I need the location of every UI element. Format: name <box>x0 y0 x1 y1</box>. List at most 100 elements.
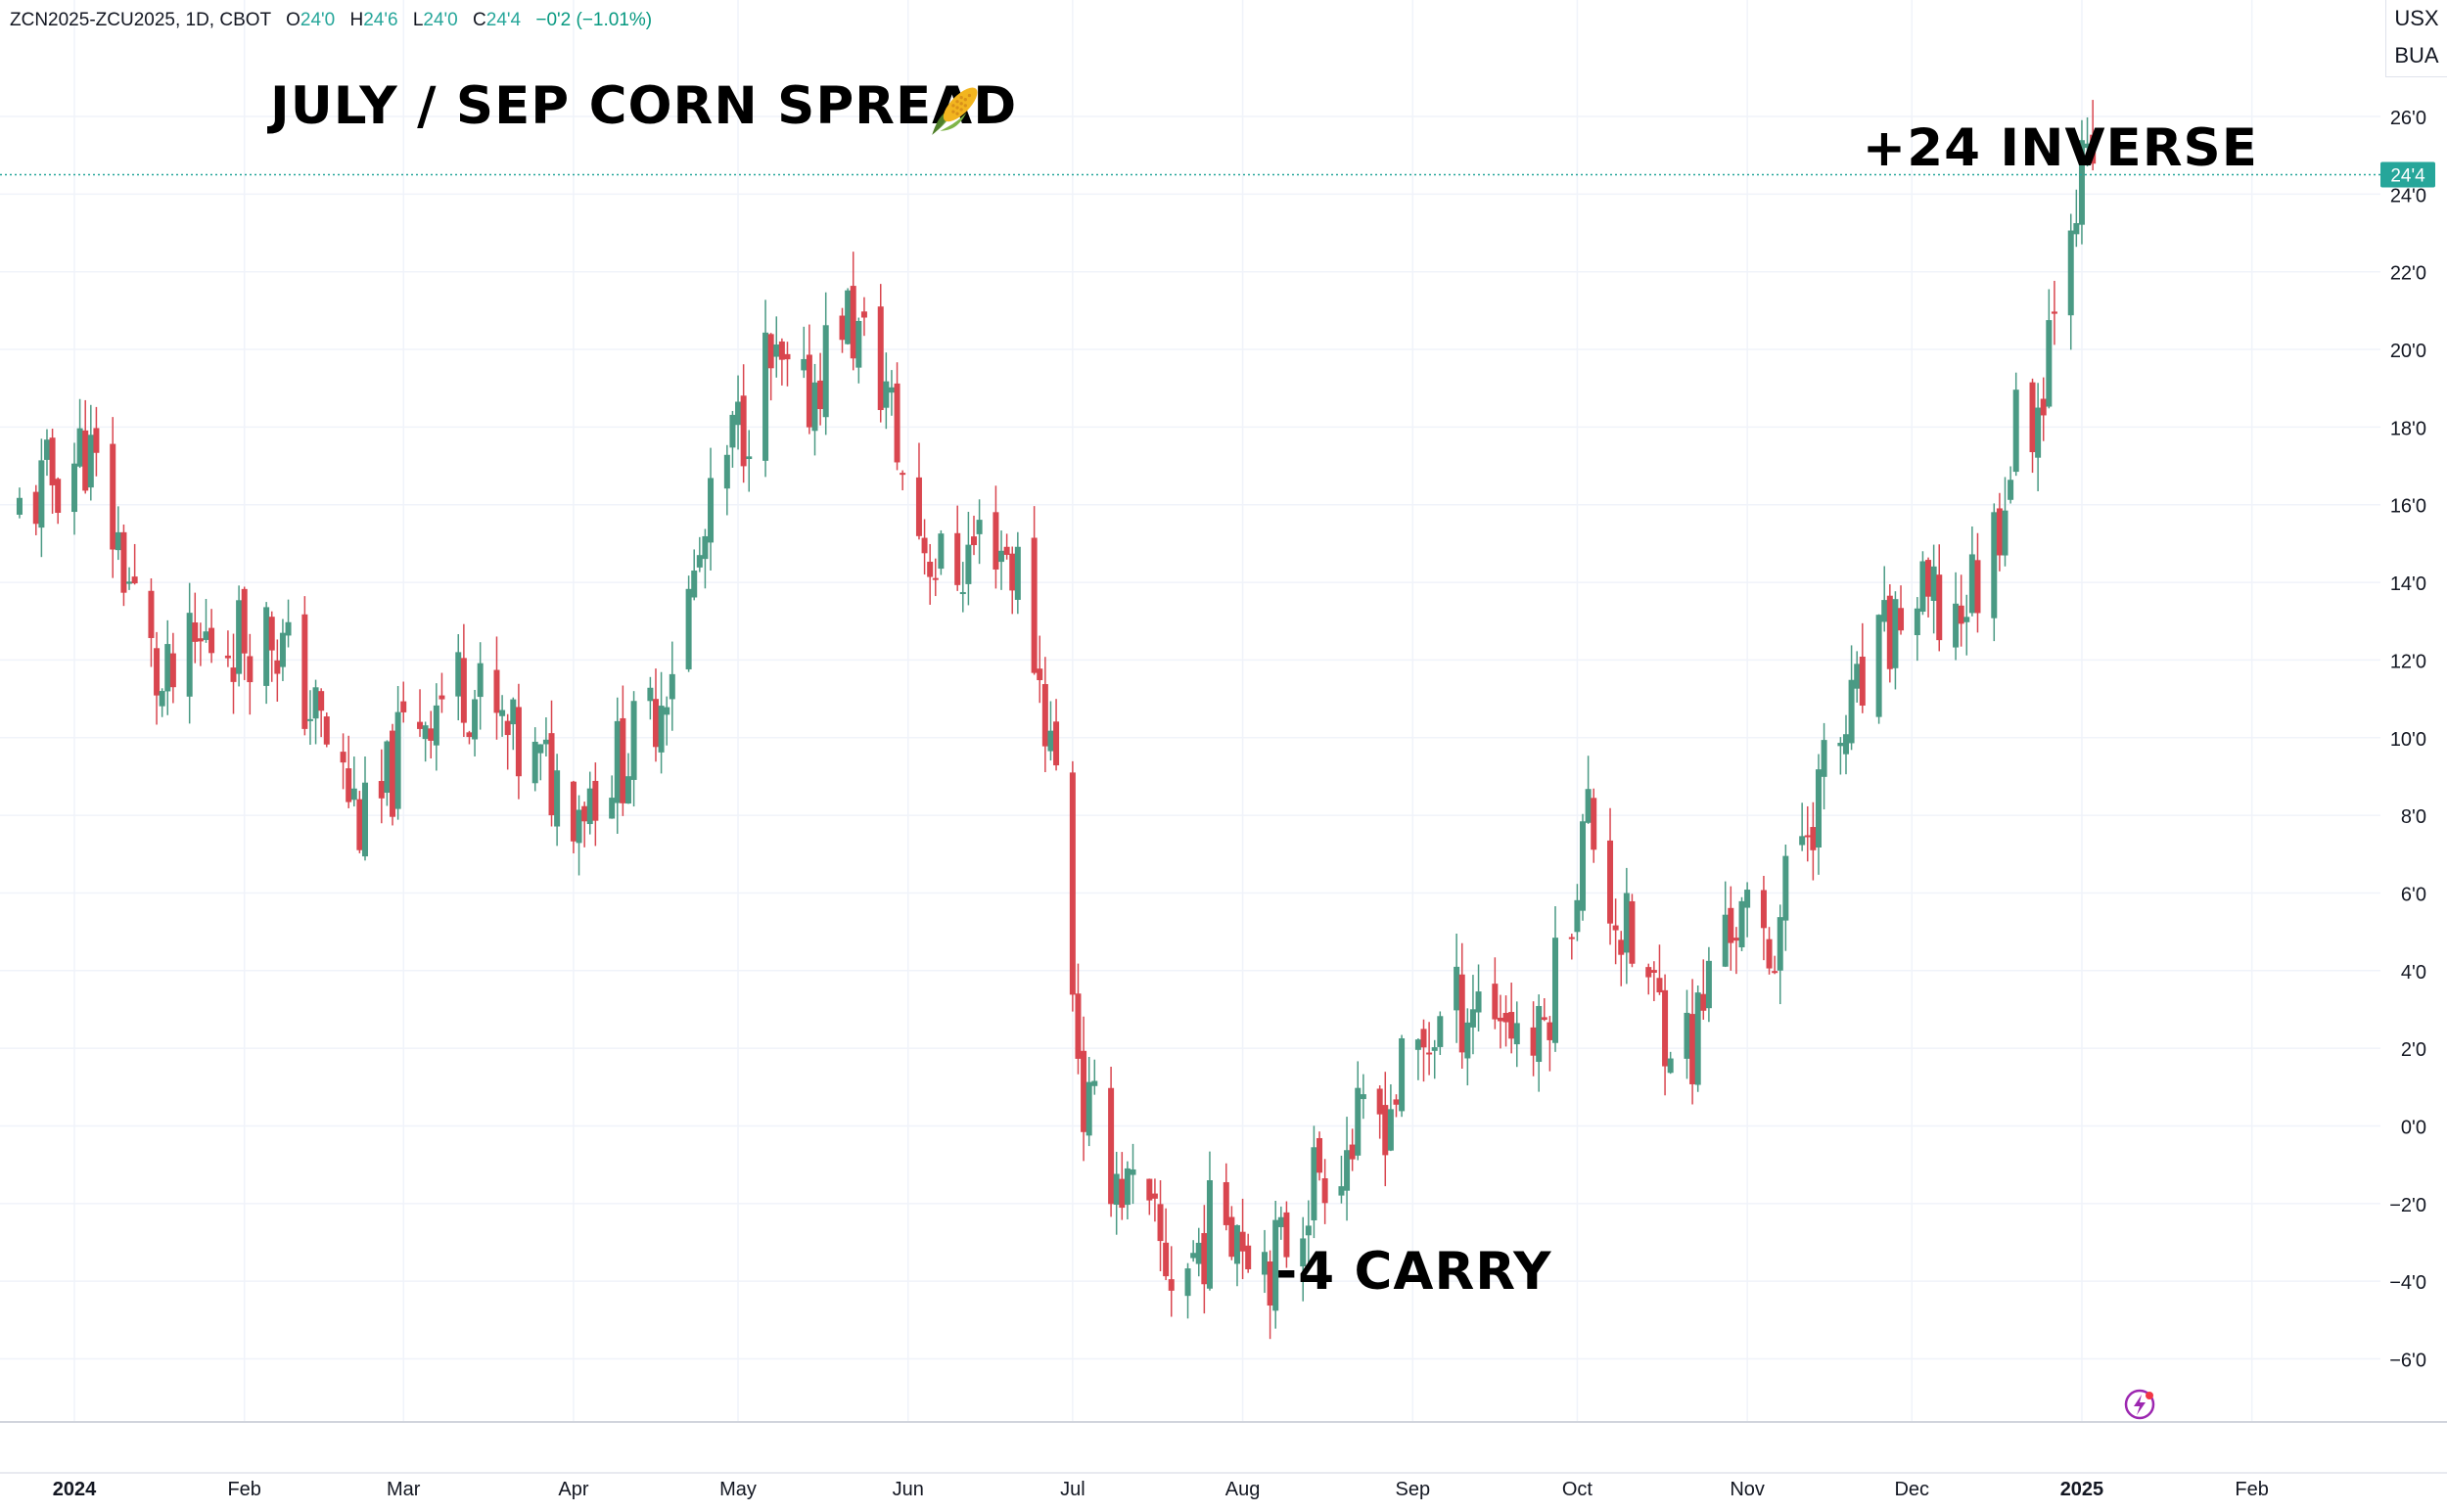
unit-selector[interactable]: USX BUA <box>2385 0 2447 77</box>
candle-body <box>323 716 330 745</box>
candle-body <box>806 354 812 428</box>
candle-body <box>822 325 829 418</box>
candle-body <box>2051 311 2057 314</box>
candle-body <box>1772 971 1778 974</box>
candle-body <box>38 460 45 528</box>
last-price-line: 24'4 <box>0 161 2435 188</box>
candle-body <box>1344 1150 1351 1191</box>
x-tick-label: Feb <box>2235 1479 2268 1500</box>
candle-body <box>1777 917 1783 971</box>
change-value: −0'2 (−1.01%) <box>535 10 653 30</box>
candle-body <box>115 531 121 551</box>
candle-body <box>131 576 138 584</box>
candle-body <box>1426 1052 1433 1055</box>
candle-body <box>1387 1109 1394 1151</box>
candle-body <box>1848 679 1855 744</box>
x-tick-label: Nov <box>1730 1479 1765 1500</box>
candle-body <box>1650 970 1657 973</box>
candle-body <box>784 353 791 360</box>
candle-body <box>1607 840 1614 924</box>
candle-body <box>1316 1137 1323 1173</box>
candle-body <box>2008 480 2014 500</box>
candle-body <box>1009 553 1016 591</box>
candle-body <box>894 383 900 463</box>
candle-body <box>1854 664 1861 689</box>
candle-body <box>1996 508 2003 556</box>
candle-body <box>1502 1013 1509 1023</box>
candle-body <box>400 701 407 712</box>
candle-body <box>1113 1173 1120 1206</box>
unit-currency[interactable]: USX <box>2394 6 2439 30</box>
y-tick-label: 22'0 <box>2390 263 2426 285</box>
candle-body <box>274 660 281 674</box>
candle-body <box>394 711 401 809</box>
y-tick-label: 24'0 <box>2390 185 2426 206</box>
candle-body <box>1041 684 1048 747</box>
candle-body <box>82 430 89 491</box>
candle-body <box>1914 608 1920 635</box>
y-tick-label: 26'0 <box>2390 108 2426 129</box>
y-tick-label: −2'0 <box>2389 1195 2426 1216</box>
candle-body <box>1184 1268 1191 1297</box>
candle-body <box>696 555 703 568</box>
candle-body <box>1859 656 1866 706</box>
candle-body <box>192 622 199 642</box>
candle-body <box>2067 230 2074 316</box>
candle-body <box>378 781 385 799</box>
time-axis[interactable]: 2024 Feb Mar Apr May Jun Jul Aug Sep Oct Nov Dec 202… <box>53 1479 2269 1500</box>
candle-body <box>1475 991 1482 1013</box>
candle-body <box>1437 1016 1444 1047</box>
candle-body <box>1497 1017 1503 1022</box>
candle-body <box>877 306 884 410</box>
candle-body <box>1053 721 1060 766</box>
candle-body <box>71 463 77 513</box>
candle-body <box>1591 798 1597 850</box>
candle-body <box>767 334 774 369</box>
candle-body <box>614 720 621 803</box>
candle-body <box>1228 1216 1235 1258</box>
candle-body <box>1886 595 1893 669</box>
annotation-inverse: +24 INVERSE <box>1862 117 2258 178</box>
candle-body <box>1201 1233 1208 1285</box>
candle-body <box>954 532 961 585</box>
candle-body <box>477 663 484 698</box>
candle-body <box>268 617 275 651</box>
candle-body <box>1728 907 1734 943</box>
x-tick-label: Dec <box>1894 1479 1929 1500</box>
y-tick-label: 4'0 <box>2401 962 2426 984</box>
candle-body <box>609 798 616 819</box>
candle-body <box>620 717 626 803</box>
candle-body <box>888 387 895 393</box>
candle-body <box>1168 1279 1175 1291</box>
candle-body <box>1585 789 1592 823</box>
candle-body <box>510 699 517 725</box>
candle-body <box>647 687 654 702</box>
price-axis[interactable]: 26'0 24'0 22'0 20'0 18'0 16'0 14'0 12'0 10'0 8'0 6… <box>2389 108 2426 1372</box>
candle-body <box>55 479 62 514</box>
candle-body <box>1968 554 1975 614</box>
candle-body <box>472 699 479 740</box>
candle-body <box>1146 1178 1153 1201</box>
candle-body <box>2002 510 2008 556</box>
candle-body <box>915 477 922 536</box>
candle-body <box>279 632 286 667</box>
unit-measure[interactable]: BUA <box>2394 43 2439 68</box>
candle-body <box>230 667 237 682</box>
candle-body <box>1492 984 1499 1020</box>
candle-body <box>433 705 439 746</box>
candle-body <box>1267 1260 1273 1306</box>
candle-body <box>1612 925 1619 931</box>
candle-body <box>318 691 325 711</box>
corn-icon <box>932 87 978 135</box>
lightning-bolt-icon[interactable] <box>2122 1387 2157 1422</box>
candle-body <box>845 290 852 344</box>
y-tick-label: 18'0 <box>2390 418 2426 439</box>
candle-body <box>976 520 983 534</box>
candle-body <box>1360 1094 1366 1100</box>
x-tick-label: Sep <box>1396 1479 1431 1500</box>
candle-body <box>1963 617 1970 622</box>
candle-body <box>1283 1212 1290 1258</box>
candle-body <box>263 607 270 686</box>
candle-body <box>422 725 429 740</box>
